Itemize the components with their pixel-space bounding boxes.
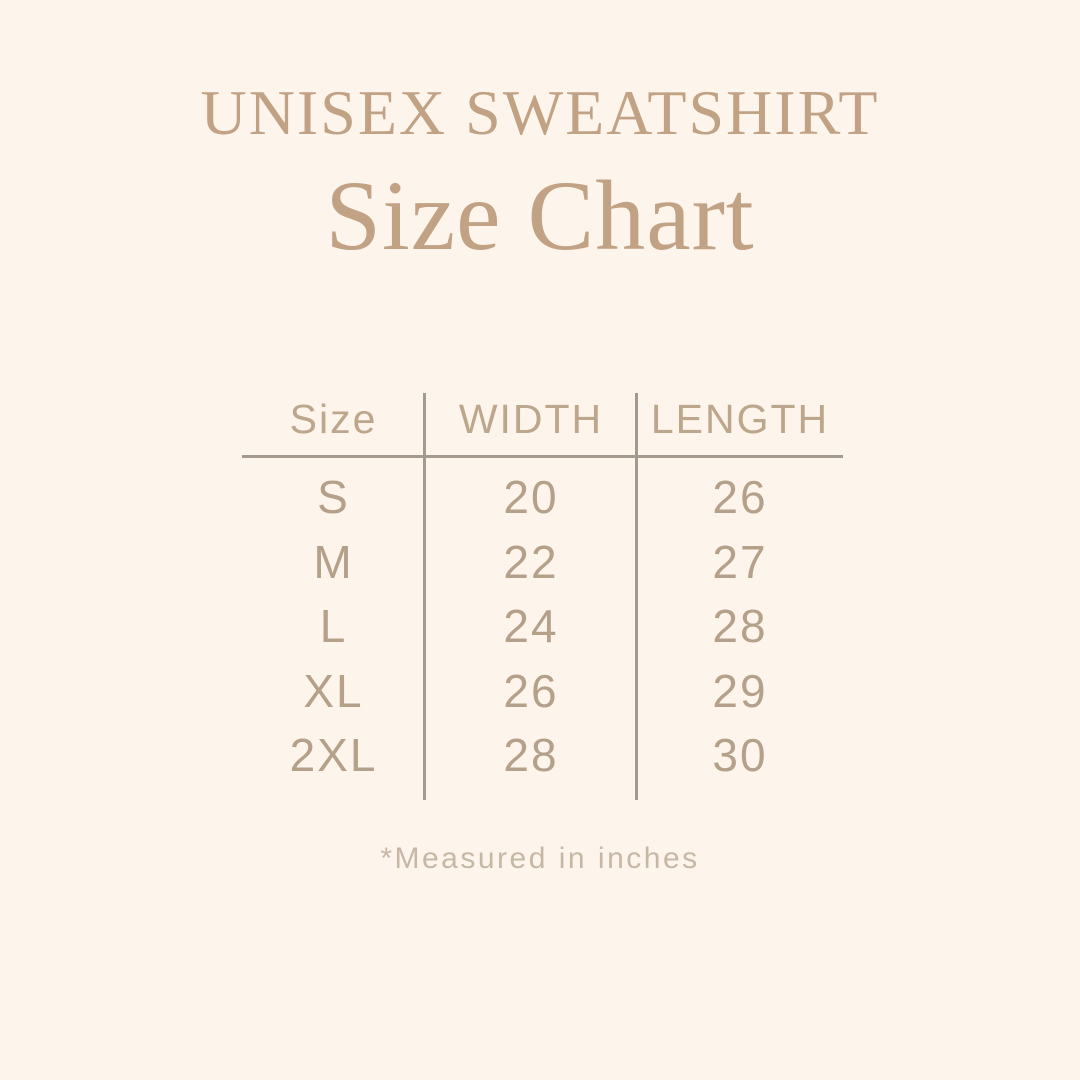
cell-size: XL: [303, 664, 364, 717]
column-divider-1: [423, 393, 426, 800]
cell-size: 2XL: [289, 729, 378, 781]
cell-size: S: [317, 471, 350, 523]
page-subtitle: Size Chart: [325, 160, 755, 271]
page-title: UNISEX SWEATSHIRT: [200, 77, 880, 148]
cell-size: L: [319, 600, 348, 652]
column-header-width: WIDTH: [458, 396, 604, 442]
column-header-size: Size: [289, 396, 378, 442]
size-table: Size WIDTH LENGTH S 20 26 M 22 27 L 24 2…: [242, 393, 843, 800]
cell-width: 20: [503, 471, 559, 523]
column-header-length: LENGTH: [650, 396, 830, 442]
footnote: *Measured in inches: [380, 842, 700, 875]
table-row-l: L 24 28: [242, 584, 843, 652]
cell-length: 30: [712, 729, 768, 781]
table-row-s: S 20 26: [242, 455, 843, 523]
table-header-row: Size WIDTH LENGTH: [242, 393, 843, 455]
table-row-xl: XL 26 29: [242, 649, 843, 717]
table-row-m: M 22 27: [242, 520, 843, 588]
cell-size: M: [313, 535, 354, 588]
cell-width: 26: [503, 664, 559, 717]
column-divider-2: [635, 393, 638, 800]
cell-width: 28: [503, 729, 559, 781]
header-underline: [242, 455, 843, 458]
cell-length: 26: [712, 471, 768, 523]
cell-width: 24: [503, 600, 559, 652]
cell-width: 22: [503, 535, 559, 588]
table-row-2xl: 2XL 28 30: [242, 713, 843, 781]
cell-length: 28: [712, 600, 768, 652]
cell-length: 27: [712, 535, 768, 588]
cell-length: 29: [712, 664, 768, 717]
